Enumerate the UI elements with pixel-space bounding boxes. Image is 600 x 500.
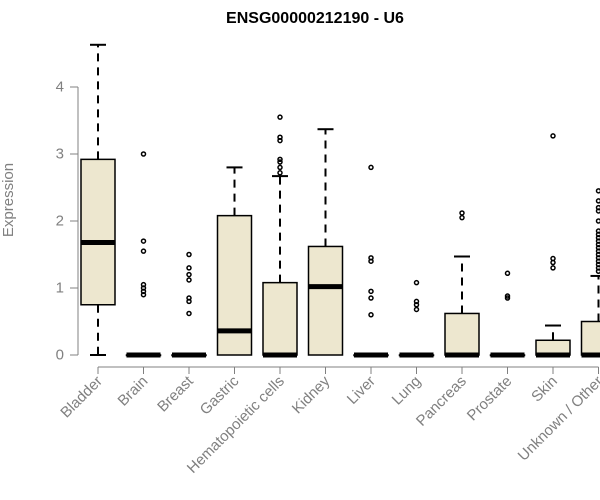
y-axis: 0 1 2 3 4 xyxy=(56,79,79,364)
outlier-point xyxy=(368,295,374,301)
box-breast xyxy=(171,251,207,358)
box-gastric xyxy=(216,166,253,356)
outlier-point xyxy=(368,288,374,295)
chart-title: ENSG00000212190 - U6 xyxy=(226,10,404,27)
outlier-point xyxy=(140,248,147,254)
outlier-point xyxy=(550,255,556,262)
outlier-point xyxy=(186,251,192,258)
x-tick-label-lung: Lung xyxy=(389,373,425,409)
outlier-point xyxy=(186,310,192,317)
box-lung xyxy=(398,279,435,358)
outlier-point xyxy=(595,204,600,211)
box-iqr xyxy=(80,158,116,306)
outlier-point xyxy=(186,271,192,278)
outlier-point xyxy=(277,170,283,176)
box-skin xyxy=(535,133,571,358)
outlier-point xyxy=(368,255,374,261)
x-tick-label-prostate: Prostate xyxy=(464,373,516,425)
outlier-point xyxy=(459,210,465,216)
outlier-point xyxy=(595,188,600,194)
y-tick-label: 2 xyxy=(56,213,64,230)
boxes-layer xyxy=(80,43,600,358)
box-iqr xyxy=(444,312,480,356)
x-tick-label-breast: Breast xyxy=(154,372,197,415)
outlier-point xyxy=(504,295,511,301)
outlier-point xyxy=(140,151,147,157)
y-tick-label: 4 xyxy=(56,79,64,96)
outlier-point xyxy=(277,159,283,165)
box-iqr xyxy=(216,214,253,356)
box-kidney xyxy=(307,128,344,356)
outlier-point xyxy=(186,277,192,283)
outlier-point xyxy=(595,218,600,224)
outlier-point xyxy=(413,298,420,305)
x-tick-label-pancreas: Pancreas xyxy=(413,373,470,430)
outlier-point xyxy=(595,198,600,204)
outlier-point xyxy=(277,156,283,163)
box-unknown-other xyxy=(580,188,600,358)
outlier-point xyxy=(595,228,600,234)
outlier-point xyxy=(277,114,283,120)
outlier-point xyxy=(277,134,283,140)
x-tick-label-bladder: Bladder xyxy=(57,373,106,422)
outlier-point xyxy=(504,270,511,277)
outlier-point xyxy=(140,238,147,244)
box-pancreas xyxy=(444,210,480,358)
x-tick-label-brain: Brain xyxy=(115,373,152,410)
box-iqr xyxy=(262,281,298,356)
box-prostate xyxy=(489,270,526,358)
outlier-point xyxy=(413,306,420,313)
box-hematopoietic-cells xyxy=(262,114,298,358)
outlier-point xyxy=(277,164,283,171)
outlier-point xyxy=(368,312,374,318)
outlier-point xyxy=(550,133,556,139)
box-bladder xyxy=(80,43,116,356)
y-axis-label: Expression xyxy=(0,163,17,237)
x-tick-label-skin: Skin xyxy=(528,373,561,406)
box-iqr xyxy=(307,245,344,356)
y-tick-label: 1 xyxy=(56,280,64,297)
outlier-point xyxy=(186,265,192,271)
outlier-point xyxy=(186,295,192,301)
outlier-point xyxy=(368,164,374,171)
y-tick-label: 3 xyxy=(56,146,64,163)
outlier-point xyxy=(413,279,420,286)
outlier-point xyxy=(459,214,465,221)
box-iqr xyxy=(580,320,600,356)
box-liver xyxy=(353,164,389,358)
outlier-point xyxy=(140,281,147,288)
y-tick-label: 0 xyxy=(56,347,64,364)
outlier-point xyxy=(550,265,556,271)
x-tick-label-liver: Liver xyxy=(344,373,379,408)
box-brain xyxy=(125,151,162,358)
outlier-point xyxy=(504,293,511,299)
x-tick-label-kidney: Kidney xyxy=(289,372,334,417)
